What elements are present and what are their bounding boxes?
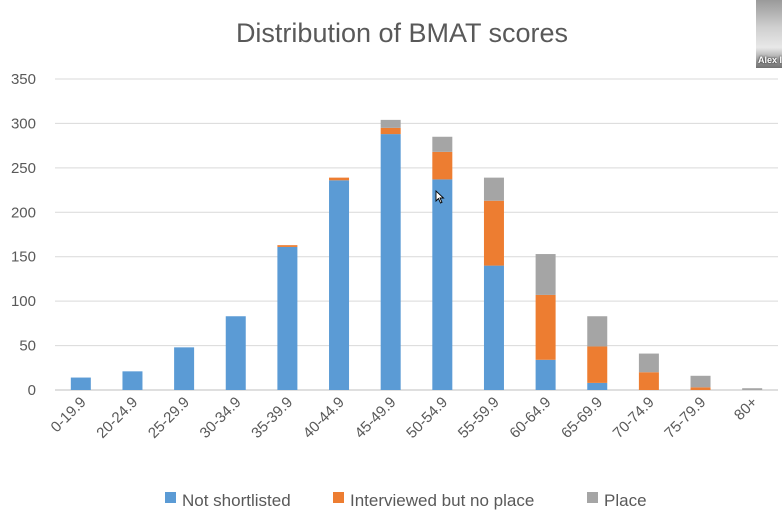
bar-segment <box>638 353 659 373</box>
legend-swatch <box>587 492 598 503</box>
bar-segment <box>587 346 608 383</box>
x-tick-label: 20-24.9 <box>93 394 141 442</box>
bar-segment <box>432 151 453 180</box>
y-tick-label: 200 <box>11 204 36 221</box>
x-tick-label: 75-79.9 <box>661 394 709 442</box>
y-tick-label: 300 <box>11 115 36 132</box>
bar-segment <box>535 294 556 360</box>
bar-segment <box>380 127 401 135</box>
y-tick-label: 150 <box>11 249 36 266</box>
bar-segment <box>380 134 401 390</box>
bar-segment <box>483 177 504 201</box>
chart-title: Distribution of BMAT scores <box>236 18 568 48</box>
x-tick-label: 45-49.9 <box>352 394 400 442</box>
legend-swatch <box>333 492 344 503</box>
y-tick-label: 350 <box>11 71 36 88</box>
x-tick-label: 70-74.9 <box>610 394 658 442</box>
x-tick-label: 40-44.9 <box>300 394 348 442</box>
bar-segment <box>690 387 711 390</box>
bar-segment <box>587 316 608 347</box>
x-tick-label: 50-54.9 <box>403 394 451 442</box>
legend-swatch <box>165 492 176 503</box>
y-tick-label: 0 <box>28 382 36 399</box>
bar-segment <box>638 372 659 390</box>
y-tick-label: 100 <box>11 293 36 310</box>
mouse-cursor-icon <box>435 190 445 204</box>
bar-segment <box>432 179 453 390</box>
bar-segment <box>277 245 298 247</box>
x-tick-label: 65-69.9 <box>558 394 606 442</box>
bar-segment <box>174 347 195 390</box>
x-tick-label: 25-29.9 <box>145 394 193 442</box>
bar-segment <box>587 382 608 390</box>
bar-segment <box>277 246 298 390</box>
bar-segment <box>329 177 350 181</box>
y-tick-label: 250 <box>11 160 36 177</box>
x-tick-label: 60-64.9 <box>506 394 554 442</box>
bar-segment <box>535 359 556 390</box>
bar-segment <box>329 180 350 390</box>
y-tick-label: 50 <box>19 338 36 355</box>
bar-segment <box>535 254 556 295</box>
x-tick-label: 35-39.9 <box>248 394 296 442</box>
bar-segment <box>483 200 504 266</box>
participant-name: Alex I <box>758 55 782 65</box>
x-tick-label: 55-59.9 <box>455 394 503 442</box>
legend-label: Place <box>604 491 647 510</box>
x-tick-label: 30-34.9 <box>197 394 245 442</box>
bar-segment <box>432 136 453 152</box>
participant-video-thumbnail[interactable]: Alex I <box>756 0 782 68</box>
bar-segment <box>742 388 763 390</box>
bar-segment <box>483 265 504 390</box>
bar-segment <box>122 371 143 390</box>
x-tick-label: 0-19.9 <box>48 394 90 436</box>
x-tick-label: 80+ <box>731 394 761 424</box>
bar-segment <box>70 377 91 390</box>
legend-label: Not shortlisted <box>182 491 291 510</box>
legend-label: Interviewed but no place <box>350 491 534 510</box>
bar-segment <box>690 375 711 388</box>
bar-segment <box>380 119 401 128</box>
bar-segment <box>225 316 246 390</box>
